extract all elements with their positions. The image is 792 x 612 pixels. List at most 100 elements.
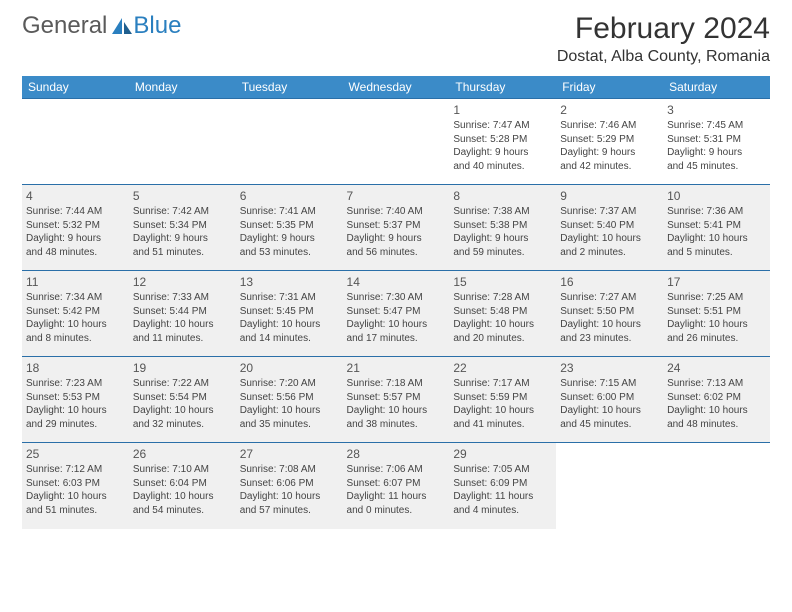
calendar-day-cell: 17Sunrise: 7:25 AMSunset: 5:51 PMDayligh…	[663, 271, 770, 357]
sunset-line: Sunset: 5:28 PM	[453, 133, 552, 147]
sunrise-line: Sunrise: 7:23 AM	[26, 377, 125, 391]
day-number: 6	[240, 188, 339, 204]
daylight-line: and 41 minutes.	[453, 418, 552, 432]
daylight-line: and 26 minutes.	[667, 332, 766, 346]
daylight-line: Daylight: 10 hours	[453, 318, 552, 332]
brand-logo: General Blue	[22, 12, 181, 40]
sunrise-line: Sunrise: 7:22 AM	[133, 377, 232, 391]
sunset-line: Sunset: 6:07 PM	[347, 477, 446, 491]
daylight-line: Daylight: 10 hours	[133, 490, 232, 504]
daylight-line: Daylight: 10 hours	[240, 318, 339, 332]
calendar-day-cell: 22Sunrise: 7:17 AMSunset: 5:59 PMDayligh…	[449, 357, 556, 443]
daylight-line: Daylight: 9 hours	[26, 232, 125, 246]
daylight-line: Daylight: 9 hours	[133, 232, 232, 246]
title-block: February 2024 Dostat, Alba County, Roman…	[557, 12, 770, 66]
daylight-line: and 56 minutes.	[347, 246, 446, 260]
sunset-line: Sunset: 5:41 PM	[667, 219, 766, 233]
daylight-line: and 32 minutes.	[133, 418, 232, 432]
calendar-body: 1Sunrise: 7:47 AMSunset: 5:28 PMDaylight…	[22, 99, 770, 529]
calendar-day-cell: 19Sunrise: 7:22 AMSunset: 5:54 PMDayligh…	[129, 357, 236, 443]
day-number: 17	[667, 274, 766, 290]
day-number: 12	[133, 274, 232, 290]
sunset-line: Sunset: 6:02 PM	[667, 391, 766, 405]
weekday-header: Saturday	[663, 76, 770, 99]
daylight-line: Daylight: 11 hours	[347, 490, 446, 504]
daylight-line: and 53 minutes.	[240, 246, 339, 260]
sunset-line: Sunset: 5:35 PM	[240, 219, 339, 233]
day-number: 3	[667, 102, 766, 118]
calendar-week-row: 18Sunrise: 7:23 AMSunset: 5:53 PMDayligh…	[22, 357, 770, 443]
sunset-line: Sunset: 5:45 PM	[240, 305, 339, 319]
sunset-line: Sunset: 5:54 PM	[133, 391, 232, 405]
calendar-day-cell: 6Sunrise: 7:41 AMSunset: 5:35 PMDaylight…	[236, 185, 343, 271]
sunrise-line: Sunrise: 7:20 AM	[240, 377, 339, 391]
sunset-line: Sunset: 5:48 PM	[453, 305, 552, 319]
weekday-header: Tuesday	[236, 76, 343, 99]
sunrise-line: Sunrise: 7:08 AM	[240, 463, 339, 477]
sunset-line: Sunset: 5:57 PM	[347, 391, 446, 405]
calendar-day-cell: 3Sunrise: 7:45 AMSunset: 5:31 PMDaylight…	[663, 99, 770, 185]
sunrise-line: Sunrise: 7:17 AM	[453, 377, 552, 391]
calendar-day-cell: 27Sunrise: 7:08 AMSunset: 6:06 PMDayligh…	[236, 443, 343, 529]
daylight-line: and 4 minutes.	[453, 504, 552, 518]
sunset-line: Sunset: 6:00 PM	[560, 391, 659, 405]
calendar-week-row: 25Sunrise: 7:12 AMSunset: 6:03 PMDayligh…	[22, 443, 770, 529]
calendar-day-cell: 29Sunrise: 7:05 AMSunset: 6:09 PMDayligh…	[449, 443, 556, 529]
sunrise-line: Sunrise: 7:05 AM	[453, 463, 552, 477]
day-number: 4	[26, 188, 125, 204]
calendar-week-row: 11Sunrise: 7:34 AMSunset: 5:42 PMDayligh…	[22, 271, 770, 357]
day-number: 20	[240, 360, 339, 376]
daylight-line: Daylight: 10 hours	[560, 232, 659, 246]
sunrise-line: Sunrise: 7:06 AM	[347, 463, 446, 477]
daylight-line: and 0 minutes.	[347, 504, 446, 518]
daylight-line: and 38 minutes.	[347, 418, 446, 432]
daylight-line: and 51 minutes.	[133, 246, 232, 260]
sunrise-line: Sunrise: 7:12 AM	[26, 463, 125, 477]
day-number: 16	[560, 274, 659, 290]
calendar-day-cell: 7Sunrise: 7:40 AMSunset: 5:37 PMDaylight…	[343, 185, 450, 271]
day-number: 1	[453, 102, 552, 118]
calendar-day-cell	[556, 443, 663, 529]
day-number: 10	[667, 188, 766, 204]
sunset-line: Sunset: 5:37 PM	[347, 219, 446, 233]
day-number: 9	[560, 188, 659, 204]
sunrise-line: Sunrise: 7:41 AM	[240, 205, 339, 219]
sunset-line: Sunset: 5:53 PM	[26, 391, 125, 405]
daylight-line: and 59 minutes.	[453, 246, 552, 260]
daylight-line: Daylight: 9 hours	[560, 146, 659, 160]
calendar-day-cell: 16Sunrise: 7:27 AMSunset: 5:50 PMDayligh…	[556, 271, 663, 357]
sunrise-line: Sunrise: 7:28 AM	[453, 291, 552, 305]
daylight-line: and 51 minutes.	[26, 504, 125, 518]
daylight-line: and 54 minutes.	[133, 504, 232, 518]
sunrise-line: Sunrise: 7:33 AM	[133, 291, 232, 305]
calendar-day-cell: 11Sunrise: 7:34 AMSunset: 5:42 PMDayligh…	[22, 271, 129, 357]
daylight-line: and 14 minutes.	[240, 332, 339, 346]
sunrise-line: Sunrise: 7:38 AM	[453, 205, 552, 219]
daylight-line: and 48 minutes.	[667, 418, 766, 432]
calendar-day-cell: 8Sunrise: 7:38 AMSunset: 5:38 PMDaylight…	[449, 185, 556, 271]
calendar-day-cell: 14Sunrise: 7:30 AMSunset: 5:47 PMDayligh…	[343, 271, 450, 357]
day-number: 23	[560, 360, 659, 376]
sunset-line: Sunset: 5:50 PM	[560, 305, 659, 319]
calendar-day-cell: 24Sunrise: 7:13 AMSunset: 6:02 PMDayligh…	[663, 357, 770, 443]
sunrise-line: Sunrise: 7:37 AM	[560, 205, 659, 219]
sunrise-line: Sunrise: 7:34 AM	[26, 291, 125, 305]
daylight-line: and 45 minutes.	[667, 160, 766, 174]
sunrise-line: Sunrise: 7:13 AM	[667, 377, 766, 391]
day-number: 14	[347, 274, 446, 290]
calendar-day-cell: 13Sunrise: 7:31 AMSunset: 5:45 PMDayligh…	[236, 271, 343, 357]
sunset-line: Sunset: 5:31 PM	[667, 133, 766, 147]
sunset-line: Sunset: 5:51 PM	[667, 305, 766, 319]
daylight-line: Daylight: 10 hours	[560, 318, 659, 332]
page-header: General Blue February 2024 Dostat, Alba …	[22, 12, 770, 66]
daylight-line: Daylight: 10 hours	[560, 404, 659, 418]
calendar-head: Sunday Monday Tuesday Wednesday Thursday…	[22, 76, 770, 99]
calendar-table: Sunday Monday Tuesday Wednesday Thursday…	[22, 76, 770, 529]
daylight-line: Daylight: 10 hours	[667, 318, 766, 332]
calendar-day-cell: 12Sunrise: 7:33 AMSunset: 5:44 PMDayligh…	[129, 271, 236, 357]
sunrise-line: Sunrise: 7:44 AM	[26, 205, 125, 219]
sunset-line: Sunset: 6:04 PM	[133, 477, 232, 491]
daylight-line: Daylight: 10 hours	[240, 490, 339, 504]
sunset-line: Sunset: 5:38 PM	[453, 219, 552, 233]
sail-icon	[111, 16, 133, 36]
